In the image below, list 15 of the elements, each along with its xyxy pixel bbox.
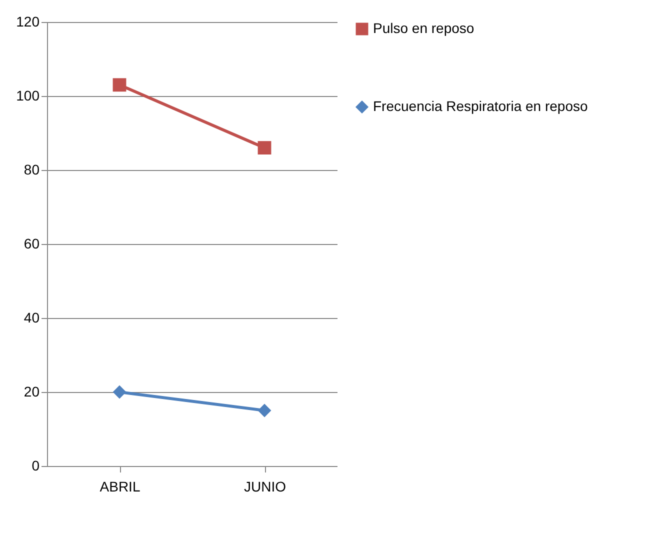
point: [112, 78, 126, 92]
point: [112, 385, 126, 399]
y-tick-label: 20: [24, 384, 40, 400]
point: [258, 141, 272, 155]
y-tick-label: 100: [16, 88, 40, 104]
legend-label: Pulso en reposo: [373, 20, 474, 36]
point: [258, 404, 272, 418]
legend-label: Frecuencia Respiratoria en reposo: [373, 98, 588, 114]
x-tick-label: JUNIO: [244, 478, 286, 494]
y-tick-label: 60: [24, 236, 40, 252]
x-tick-label: ABRIL: [100, 478, 140, 494]
y-tick-label: 80: [24, 162, 40, 178]
y-tick-label: 0: [32, 458, 40, 474]
y-tick-label: 120: [16, 14, 40, 30]
y-tick-label: 40: [24, 310, 40, 326]
